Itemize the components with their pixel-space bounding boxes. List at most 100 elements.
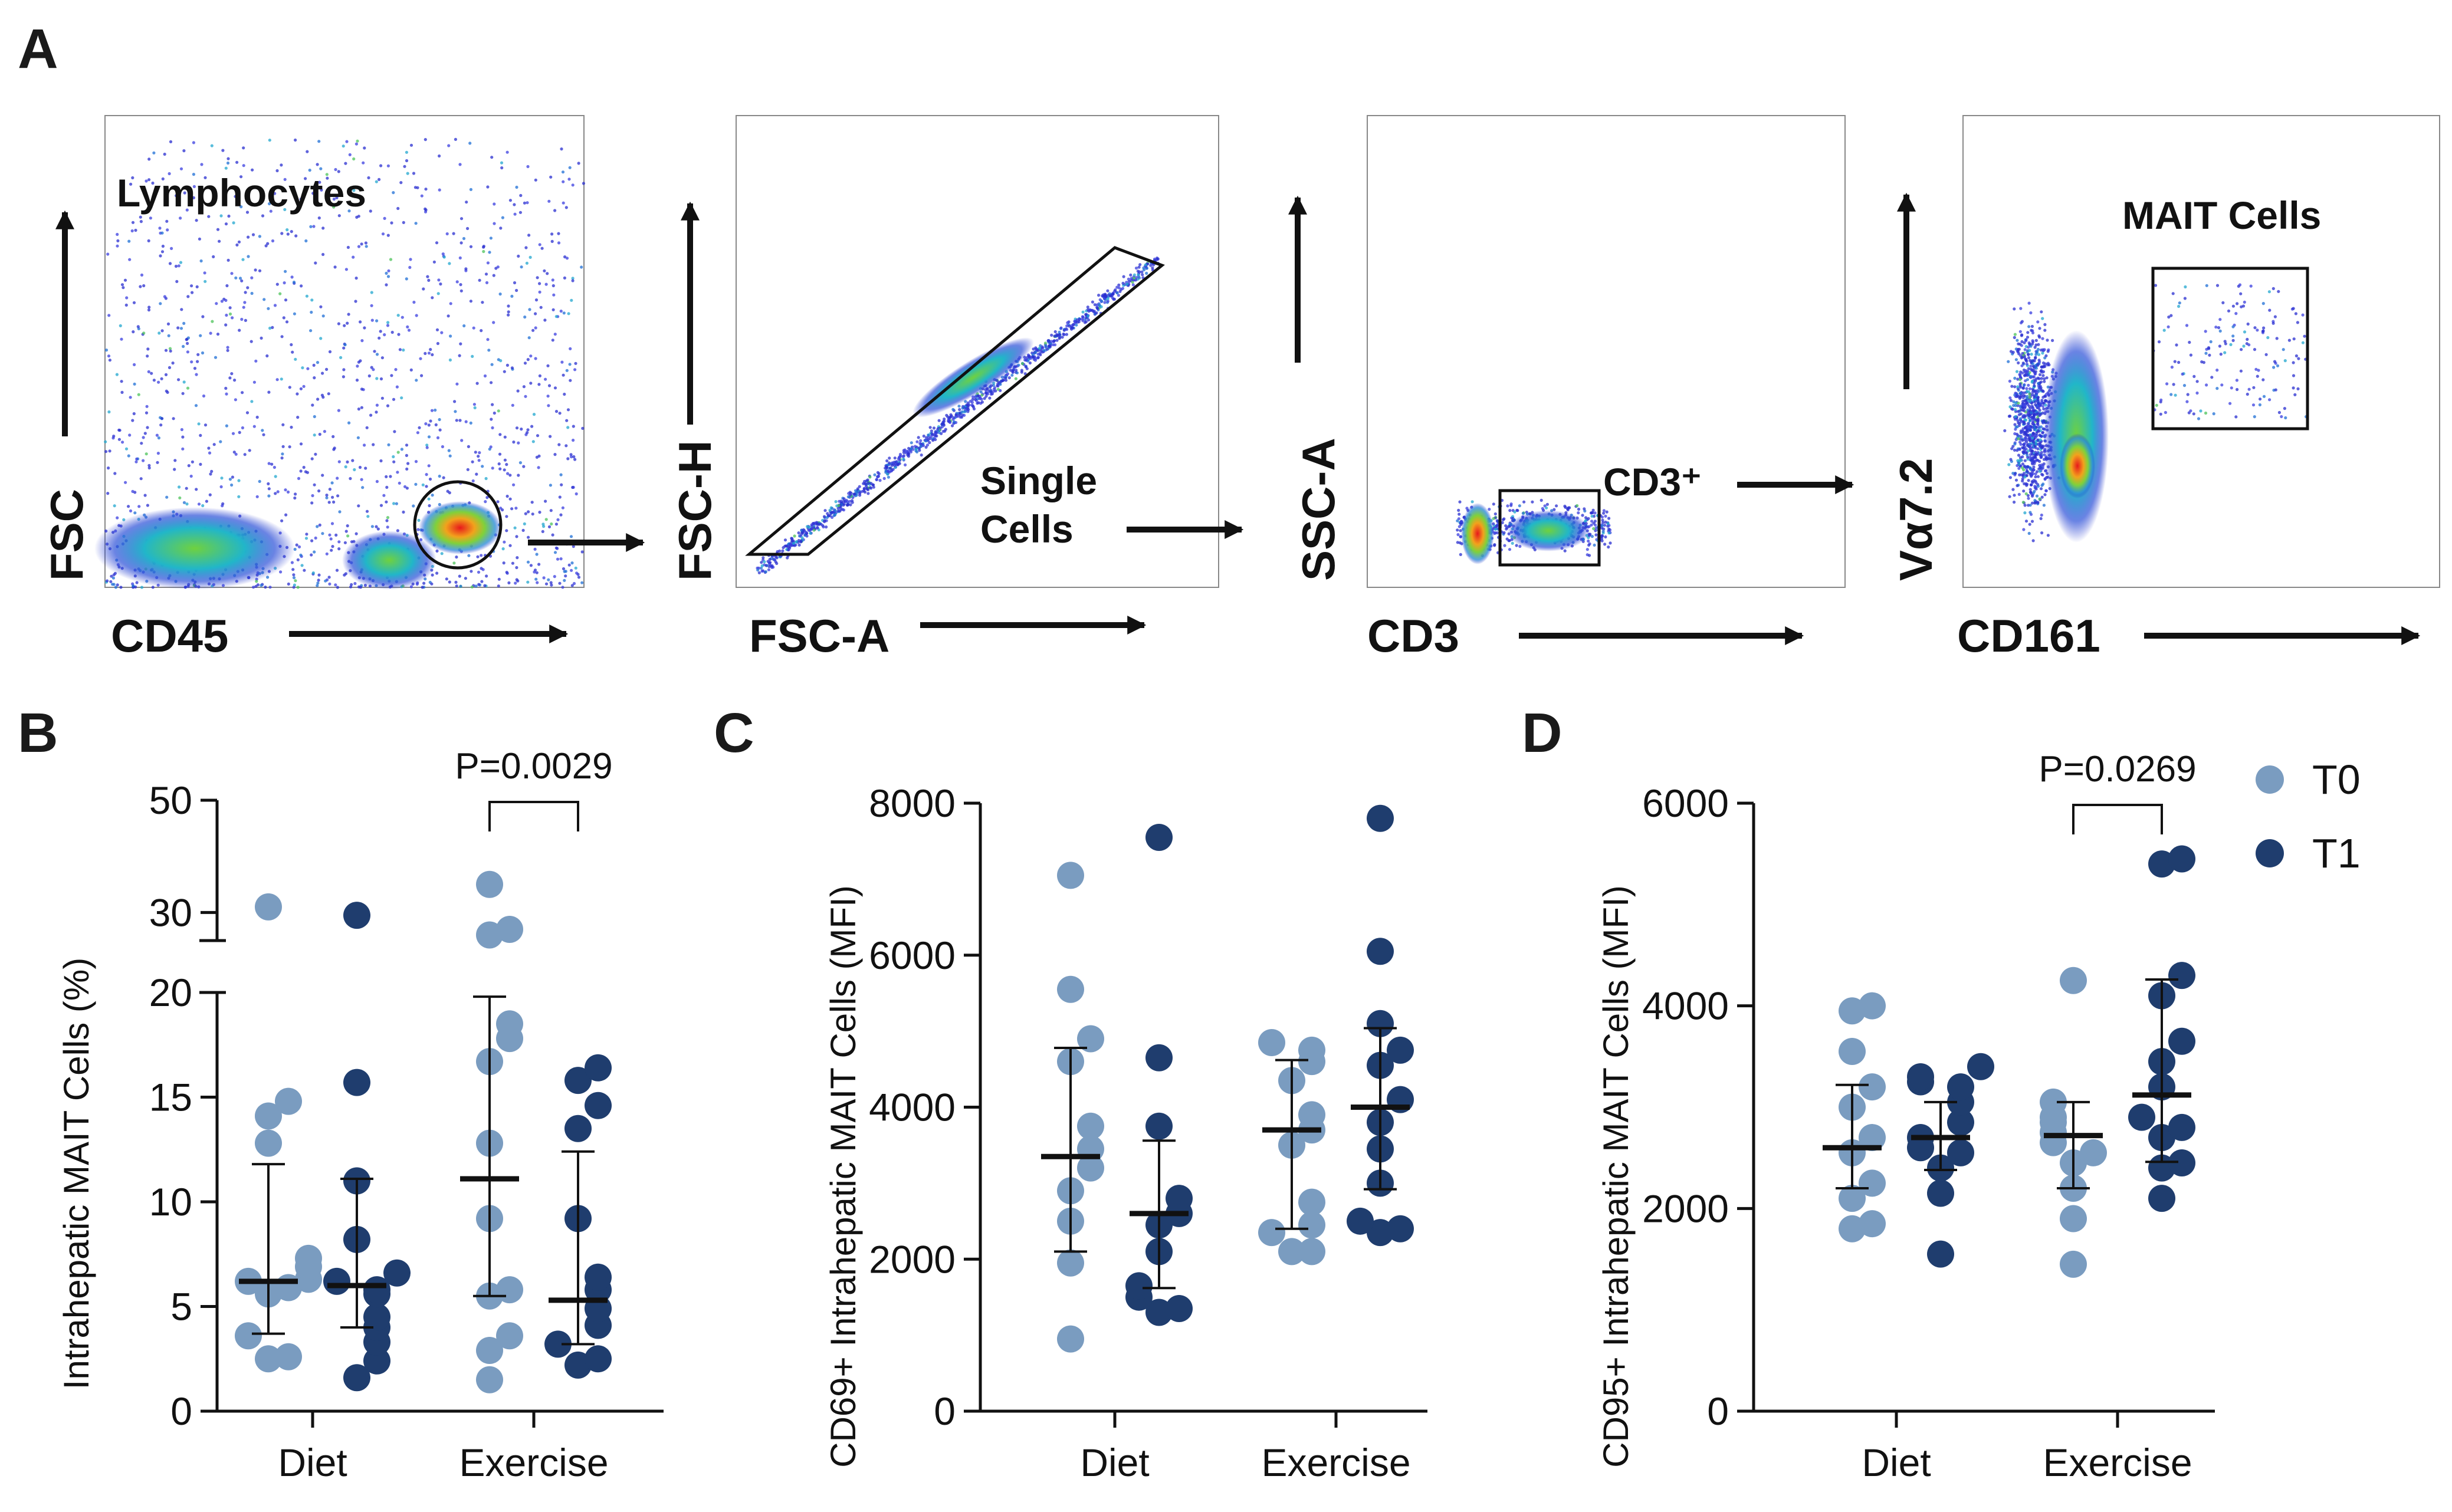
lymphocyte-gate [413, 480, 503, 570]
flow-plot-fsca: Single Cells FSC-A FSC-H [669, 115, 1244, 662]
y-axis-title: CD69+ Intrahepatic MAIT Cells (MFI) [823, 885, 863, 1468]
data-point [544, 1330, 572, 1358]
data-point [496, 915, 523, 943]
data-point [255, 1345, 282, 1373]
data-point [1057, 862, 1084, 889]
data-point [1947, 1139, 1974, 1166]
chart-c-marks: 0 2000 4000 6000 8000 Diet Exercise [869, 781, 1427, 1484]
data-point [343, 902, 370, 929]
y-tick-label: 8000 [869, 781, 956, 825]
data-point [1927, 1179, 1954, 1207]
data-point [1387, 1215, 1414, 1243]
data-point [1125, 1272, 1153, 1300]
data-point [496, 1276, 523, 1304]
flow-plot-cd161: MAIT Cells CD161 Vα7.2 [1890, 115, 2440, 662]
data-point [1367, 804, 1394, 832]
data-point [1347, 1207, 1374, 1235]
data-point [476, 1337, 503, 1365]
panel-c: C CD69+ Intrahepatic MAIT Cells (MFI) 0 2… [714, 702, 1427, 1484]
data-point [1298, 1036, 1325, 1064]
y-axis-label-fsc: FSC [41, 489, 93, 581]
data-point [1145, 1112, 1173, 1140]
data-point [1367, 1010, 1394, 1037]
data-point [363, 1303, 390, 1331]
data-point [1298, 1238, 1325, 1266]
data-point [275, 1087, 302, 1115]
data-point [1057, 1325, 1084, 1353]
data-point [255, 893, 282, 921]
panel-b-letter: B [18, 702, 58, 764]
data-point [1927, 1240, 1954, 1268]
data-point [1166, 1185, 1193, 1212]
density-blob [342, 531, 436, 590]
data-point [1367, 938, 1394, 965]
data-point [1298, 1211, 1325, 1239]
x-axis-label-fsca: FSC-A [749, 610, 889, 662]
flow-plot-frame [1962, 115, 2440, 588]
significance-bracket [2072, 804, 2163, 834]
y-axis-title: Intrahepatic MAIT Cells (%) [57, 958, 96, 1389]
panel-b: B Intrahepatic MAIT Cells (%) 0 5 10 15 20 30… [18, 702, 664, 1484]
panel-a: A Lymphocytes CD45 FSC Single Cells FSC-… [18, 18, 2440, 662]
y-tick-label: 0 [170, 1389, 192, 1433]
flow-scatter-cd161 [2003, 301, 2061, 543]
chart-d-marks: 0 2000 4000 6000 Diet Exercise P=0.0269 [1642, 749, 2215, 1484]
panel-d: D CD95+ Intrahepatic MAIT Cells (MFI) 0 2… [1522, 702, 2215, 1484]
data-point [1947, 1073, 1974, 1101]
data-point [1145, 823, 1173, 851]
gate-label-single: Single [980, 459, 1097, 502]
data-point [1859, 1210, 1886, 1238]
density-blob [419, 501, 501, 554]
data-point [343, 1364, 370, 1392]
data-point [585, 1345, 612, 1373]
y-tick-label: 2000 [1642, 1186, 1729, 1230]
data-point [1077, 1112, 1104, 1140]
y-tick-label: 10 [149, 1180, 192, 1224]
y-tick-label: 30 [149, 890, 192, 934]
data-point [476, 870, 503, 898]
x-tick-label: Diet [278, 1441, 347, 1484]
x-tick-label: Diet [1080, 1441, 1149, 1484]
legend-marker-t1 [2256, 839, 2284, 867]
density-blob [1507, 510, 1590, 551]
data-point [496, 1322, 523, 1350]
legend: T0 T1 [2256, 757, 2361, 876]
y-tick-label: 5 [170, 1285, 192, 1329]
x-tick-label: Exercise [2043, 1441, 2192, 1484]
p-value-label: P=0.0029 [455, 746, 612, 787]
single-cells-gate [745, 246, 1165, 556]
data-point [383, 1259, 411, 1287]
data-point [1145, 1044, 1173, 1071]
data-point [1258, 1028, 1285, 1056]
flow-plot-cd3: CD3⁺ CD3 SSC-A [1288, 115, 1854, 662]
data-point [1839, 1037, 1866, 1065]
data-point [255, 1129, 282, 1157]
density-blob [912, 337, 1034, 418]
data-point [2168, 1027, 2195, 1055]
gate-label-lymphocytes: Lymphocytes [117, 171, 366, 215]
y-tick-label: 20 [149, 971, 192, 1014]
flow-plot-cd45: Lymphocytes CD45 FSC [41, 115, 645, 662]
x-tick-label: Exercise [459, 1441, 608, 1484]
y-tick-label: 4000 [869, 1086, 956, 1129]
data-point [1166, 1295, 1193, 1323]
data-point [1298, 1101, 1325, 1129]
data-point [1077, 1154, 1104, 1182]
cd3-gate [1498, 489, 1601, 567]
data-point [2148, 1185, 2175, 1212]
density-blob [2060, 433, 2095, 498]
chart-b-marks: 0 5 10 15 20 30 50 Diet Exercise P=0.0029 [149, 746, 664, 1484]
data-point [476, 1366, 503, 1393]
mait-gate [2151, 267, 2309, 430]
data-point [323, 1267, 350, 1295]
panel-d-letter: D [1522, 702, 1563, 764]
legend-label-t1: T1 [2312, 830, 2361, 876]
y-tick-label: 6000 [1642, 781, 1729, 825]
data-point [1367, 1219, 1394, 1247]
panel-a-letter: A [18, 18, 58, 80]
data-point [1298, 1188, 1325, 1216]
data-point [255, 1102, 282, 1130]
data-point [2128, 1103, 2155, 1131]
data-point [1145, 1299, 1173, 1326]
p-value-label: P=0.0269 [2039, 749, 2196, 790]
